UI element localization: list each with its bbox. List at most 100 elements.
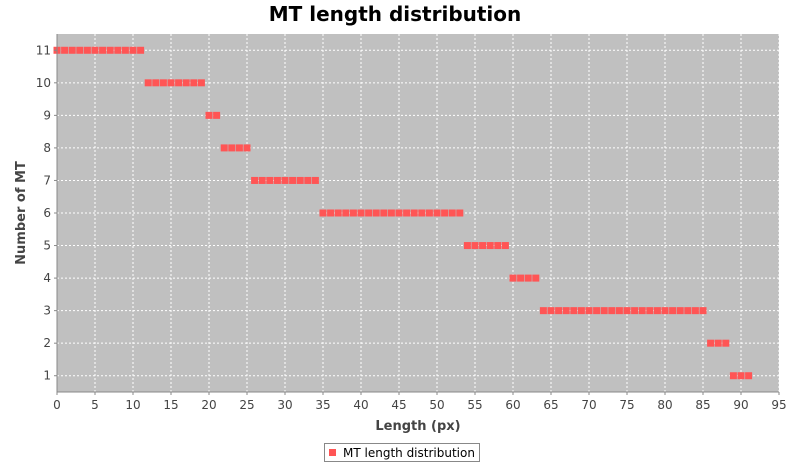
data-point (182, 79, 190, 87)
x-tick-label: 55 (467, 398, 482, 412)
data-point (334, 209, 342, 217)
x-axis-label: Length (px) (375, 419, 460, 434)
data-point (729, 372, 737, 380)
x-tick-label: 35 (315, 398, 330, 412)
data-point (296, 176, 304, 184)
x-tick-label: 15 (163, 398, 178, 412)
data-point (68, 46, 76, 54)
data-point (327, 209, 335, 217)
data-point (197, 79, 205, 87)
data-point (425, 209, 433, 217)
data-point (570, 307, 578, 315)
data-point (517, 274, 525, 282)
x-tick-label: 85 (695, 398, 710, 412)
x-tick-label: 25 (239, 398, 254, 412)
data-point (114, 46, 122, 54)
data-point (357, 209, 365, 217)
data-point (631, 307, 639, 315)
y-axis-label: Number of MT (14, 161, 29, 265)
data-point (501, 242, 509, 250)
data-point (281, 176, 289, 184)
data-point (441, 209, 449, 217)
x-tick-label: 70 (581, 398, 596, 412)
chart-title: MT length distribution (268, 2, 522, 26)
data-point (638, 307, 646, 315)
data-point (311, 176, 319, 184)
data-point (524, 274, 532, 282)
data-point (266, 176, 274, 184)
data-point (600, 307, 608, 315)
y-tick-label: 5 (43, 239, 51, 253)
data-point (615, 307, 623, 315)
data-point (737, 372, 745, 380)
y-tick-label: 8 (43, 141, 51, 155)
data-point (433, 209, 441, 217)
data-point (532, 274, 540, 282)
grid-lines (56, 34, 780, 392)
data-point (213, 111, 221, 119)
data-point (289, 176, 297, 184)
data-point (684, 307, 692, 315)
data-point (175, 79, 183, 87)
data-point (205, 111, 213, 119)
data-point (593, 307, 601, 315)
data-point (220, 144, 228, 152)
data-point (61, 46, 69, 54)
x-tick-label: 95 (771, 398, 786, 412)
data-point (395, 209, 403, 217)
data-point (403, 209, 411, 217)
data-point (137, 46, 145, 54)
data-point (562, 307, 570, 315)
x-tick-label: 50 (429, 398, 444, 412)
data-point (669, 307, 677, 315)
data-point (304, 176, 312, 184)
x-tick-label: 10 (125, 398, 140, 412)
data-point (577, 307, 585, 315)
data-point (99, 46, 107, 54)
data-point (83, 46, 91, 54)
data-point (418, 209, 426, 217)
data-point (691, 307, 699, 315)
data-point (129, 46, 137, 54)
y-tick-label: 9 (43, 108, 51, 122)
data-point (623, 307, 631, 315)
data-point (273, 176, 281, 184)
data-point (486, 242, 494, 250)
y-tick-label: 6 (43, 206, 51, 220)
y-tick-label: 2 (43, 336, 51, 350)
data-point (608, 307, 616, 315)
x-tick-label: 0 (53, 398, 61, 412)
data-point (190, 79, 198, 87)
data-point (342, 209, 350, 217)
x-tick-label: 80 (657, 398, 672, 412)
data-point (547, 307, 555, 315)
data-point (676, 307, 684, 315)
data-point (456, 209, 464, 217)
y-axis-ticks: 1 2 3 4 5 6 7 8 9 10 11 (36, 43, 57, 383)
data-point (463, 242, 471, 250)
legend: MT length distribution (324, 443, 480, 462)
data-point (448, 209, 456, 217)
x-tick-label: 75 (619, 398, 634, 412)
data-point (494, 242, 502, 250)
data-point (91, 46, 99, 54)
x-tick-label: 5 (91, 398, 99, 412)
data-point (258, 176, 266, 184)
data-point (387, 209, 395, 217)
data-point (106, 46, 114, 54)
data-point (121, 46, 129, 54)
data-point (555, 307, 563, 315)
x-tick-label: 30 (277, 398, 292, 412)
y-tick-label: 3 (43, 304, 51, 318)
data-point (319, 209, 327, 217)
data-point (646, 307, 654, 315)
y-tick-label: 4 (43, 271, 51, 285)
y-tick-label: 1 (43, 369, 51, 383)
data-point (653, 307, 661, 315)
data-point (372, 209, 380, 217)
data-point (410, 209, 418, 217)
data-point (349, 209, 357, 217)
x-axis-ticks: 0 5 10 15 20 25 30 35 40 45 50 55 60 65 70 75 80 85 90 95 (53, 392, 787, 412)
y-tick-label: 7 (43, 173, 51, 187)
